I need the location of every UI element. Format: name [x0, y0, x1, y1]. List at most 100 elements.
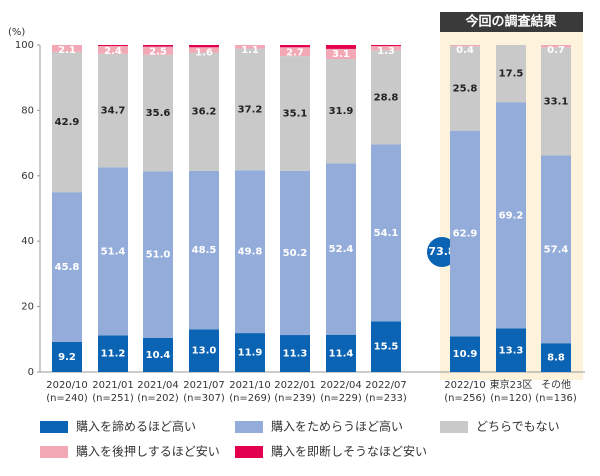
bar-segment: [189, 47, 219, 53]
bar-segment: [541, 47, 571, 156]
data-label: 37.2: [238, 104, 263, 115]
data-label: 51.0: [146, 250, 171, 261]
y-tick-label: 100: [15, 40, 34, 51]
data-label: 1.1: [241, 45, 259, 56]
legend-swatch: [235, 421, 263, 433]
y-tick-label: 0: [28, 367, 34, 378]
x-tick-label: 2020/10: [46, 380, 88, 391]
data-label: 49.8: [238, 247, 263, 258]
data-label: 10.9: [453, 349, 478, 360]
bar-segment: [450, 45, 480, 47]
bar-segment: [189, 329, 219, 372]
bar-segment: [98, 167, 128, 336]
data-label: 1.3: [377, 46, 395, 57]
legend-swatch: [440, 421, 468, 433]
x-tick-sublabel: (n=251): [92, 393, 134, 404]
data-label: 2.7: [286, 47, 304, 58]
bar-segment: [143, 54, 173, 172]
bar-segment: [189, 45, 219, 48]
bar-segment: [496, 45, 526, 103]
legend-label: 購入をためらうほど高い: [271, 419, 403, 434]
bar-segment: [280, 47, 310, 57]
data-label: 45.8: [55, 262, 80, 273]
x-tick-sublabel: (n=240): [46, 393, 88, 404]
data-label: 11.2: [101, 349, 126, 360]
bar-segment: [371, 321, 401, 372]
bar-segment: [235, 170, 265, 334]
bar-segment: [371, 45, 401, 51]
highlight-label: 今回の調査結果: [464, 14, 556, 30]
annotation: 73.8: [428, 245, 455, 258]
data-label: 13.0: [192, 346, 217, 357]
data-label: 50.2: [283, 248, 308, 259]
data-label: 13.3: [499, 345, 524, 356]
bar-segment: [450, 336, 480, 372]
bar-segment: [98, 45, 128, 54]
bar-segment: [52, 192, 82, 342]
data-label: 2.5: [149, 47, 167, 58]
x-tick-label: 2022/10: [444, 380, 486, 391]
bar-segment: [98, 53, 128, 168]
bar-segment: [143, 45, 173, 47]
x-tick-sublabel: (n=233): [365, 393, 407, 404]
data-label: 3.1: [332, 49, 350, 60]
data-label: 35.6: [146, 108, 171, 119]
bar-segment: [541, 343, 571, 372]
data-label: 25.8: [453, 83, 478, 94]
data-label: 0.7: [547, 45, 565, 56]
x-tick-sublabel: (n=229): [320, 393, 362, 404]
legend-swatch: [40, 421, 68, 433]
data-label: 2.1: [58, 45, 76, 56]
x-tick-sublabel: (n=239): [274, 393, 316, 404]
bar-segment: [52, 51, 82, 193]
x-tick-sublabel: (n=256): [444, 393, 486, 404]
data-label: 11.9: [238, 348, 263, 359]
bar-segment: [541, 45, 571, 48]
x-tick-label: 2021/10: [229, 380, 271, 391]
bar-segment: [235, 333, 265, 372]
x-tick-sublabel: (n=269): [229, 393, 271, 404]
legend-label: どちらでもない: [476, 420, 560, 434]
x-tick-sublabel: (n=202): [137, 393, 179, 404]
data-label: 34.7: [101, 106, 126, 117]
data-label: 11.4: [329, 348, 354, 359]
bar-segment: [326, 334, 356, 372]
x-tick-sublabel: (n=120): [490, 393, 532, 404]
legend-swatch: [235, 446, 263, 458]
bar-segment: [98, 335, 128, 372]
data-label: 54.1: [374, 228, 399, 239]
bar-segment: [326, 48, 356, 60]
data-label: 31.9: [329, 106, 354, 117]
data-label: 51.4: [101, 246, 126, 257]
x-tick-label: 2021/04: [137, 380, 179, 391]
x-tick-label: 2022/01: [274, 380, 316, 391]
data-label: 33.1: [544, 96, 569, 107]
data-label: 57.4: [544, 244, 569, 255]
legend-label: 購入を諦めるほど高い: [76, 419, 196, 434]
data-label: 35.1: [283, 109, 308, 120]
bar-segment: [326, 45, 356, 49]
bar-segment: [326, 163, 356, 335]
data-label: 69.2: [499, 210, 524, 221]
data-label: 48.5: [192, 245, 217, 256]
x-tick-label: 2021/07: [183, 380, 225, 391]
legend-label: 購入を後押しするほど安い: [76, 444, 220, 459]
data-label: 10.4: [146, 350, 171, 361]
x-tick-label: 2022/04: [320, 380, 362, 391]
bar-segment: [52, 341, 82, 372]
y-tick-label: 20: [21, 302, 34, 313]
bar-segment: [450, 130, 480, 337]
data-label: 8.8: [547, 353, 565, 364]
bar-segment: [235, 45, 265, 49]
data-label: 1.6: [195, 47, 213, 58]
data-label: 15.5: [374, 342, 399, 353]
data-label: 52.4: [329, 244, 354, 255]
data-label: 11.3: [283, 349, 308, 360]
bar-segment: [143, 171, 173, 338]
bar-segment: [189, 52, 219, 171]
bar-segment: [189, 170, 219, 330]
x-tick-label: 東京23区: [490, 378, 533, 391]
data-label: 36.2: [192, 107, 217, 118]
bar-segment: [280, 170, 310, 336]
y-tick-label: 60: [21, 171, 34, 182]
